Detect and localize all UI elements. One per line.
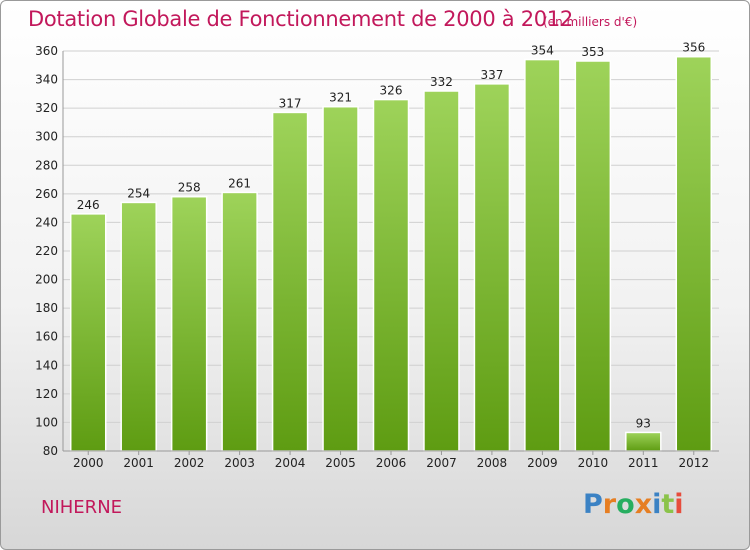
y-tick-label: 220	[35, 244, 58, 258]
y-tick-label: 200	[35, 273, 58, 287]
bar	[473, 83, 511, 452]
y-tick-label: 100	[35, 415, 58, 429]
data-label: 332	[430, 75, 453, 89]
y-tick-label: 320	[35, 101, 58, 115]
y-tick-label: 260	[35, 187, 58, 201]
data-label: 337	[480, 68, 503, 82]
x-tick-label: 2009	[527, 456, 558, 470]
bar	[625, 431, 662, 452]
y-tick-label: 340	[35, 73, 58, 87]
x-tick-label: 2010	[578, 456, 609, 470]
bars	[69, 55, 713, 452]
bar	[423, 90, 460, 452]
y-tick-label: 360	[35, 44, 58, 58]
proxiti-logo: Proxiti	[583, 489, 684, 520]
y-tick-label: 80	[43, 444, 58, 458]
x-tick-label: 2003	[224, 456, 255, 470]
logo-letter: P	[583, 489, 603, 520]
logo-letter: x	[634, 489, 653, 520]
data-label: 321	[329, 91, 352, 105]
x-tick-label: 2001	[123, 456, 154, 470]
commune-name: NIHERNE	[41, 497, 123, 518]
x-tick-label: 2008	[477, 456, 508, 470]
chart-subtitle: (en milliers d'€)	[543, 15, 638, 29]
bar	[322, 105, 359, 452]
y-tick-label: 280	[35, 158, 58, 172]
data-label: 246	[77, 198, 100, 212]
data-label: 93	[636, 416, 651, 430]
logo-letter: t	[661, 489, 675, 520]
x-tick-label: 2012	[678, 456, 709, 470]
bar	[675, 55, 713, 452]
bar	[524, 58, 561, 452]
y-tick-label: 240	[35, 215, 58, 229]
x-tick-label: 2006	[376, 456, 407, 470]
axes: 80 100 120 140 160 180 200 220 240 260 280 300 320 34…	[35, 41, 719, 470]
data-label: 254	[127, 186, 150, 200]
data-label: 353	[581, 45, 604, 59]
x-tick-label: 2005	[325, 456, 356, 470]
chart-title: Dotation Globale de Fonctionnement de 20…	[28, 7, 573, 31]
x-tick-label: 2000	[73, 456, 104, 470]
bar	[221, 191, 258, 452]
logo-letter: o	[616, 489, 635, 520]
data-label: 326	[380, 84, 403, 98]
data-label: 354	[531, 44, 554, 58]
x-tick-label: 2002	[174, 456, 205, 470]
bar	[69, 213, 107, 452]
x-tick-label: 2004	[275, 456, 306, 470]
y-tick-label: 300	[35, 130, 58, 144]
y-tick-label: 180	[35, 301, 58, 315]
bar	[372, 98, 410, 452]
y-tick-label: 140	[35, 358, 58, 372]
x-tick-label: 2011	[628, 456, 659, 470]
logo-letter: r	[602, 489, 617, 520]
data-label: 356	[682, 41, 705, 55]
logo-letter: i	[652, 489, 662, 520]
data-label: 258	[178, 181, 201, 195]
data-label: 317	[279, 96, 302, 110]
y-tick-label: 160	[35, 330, 58, 344]
bar	[120, 201, 157, 452]
logo-letter: i	[674, 489, 684, 520]
y-tick-label: 120	[35, 387, 58, 401]
x-tick-label: 2007	[426, 456, 457, 470]
bar	[271, 111, 309, 452]
data-label: 261	[228, 176, 251, 190]
bar	[574, 60, 612, 452]
bar	[170, 195, 208, 452]
